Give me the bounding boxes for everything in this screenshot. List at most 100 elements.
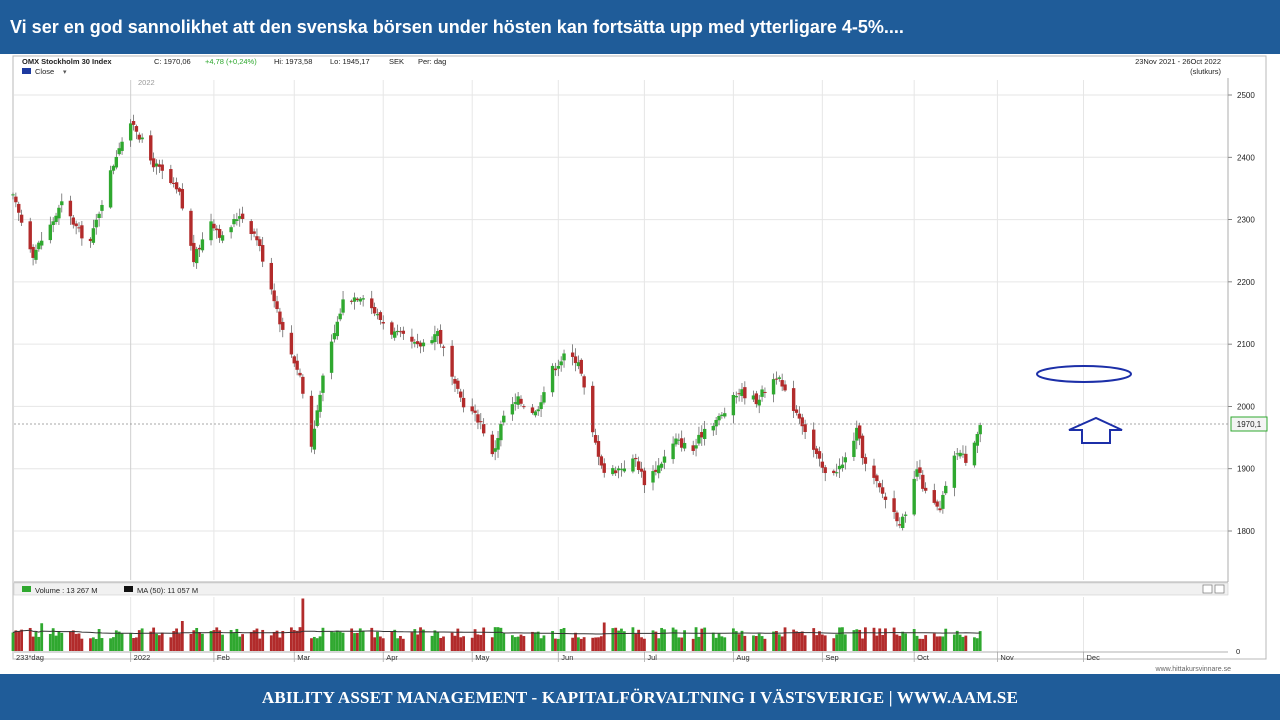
candle-body <box>390 322 394 335</box>
volume-bar <box>470 637 474 651</box>
candle-body <box>338 313 342 320</box>
volume-bar <box>338 631 342 651</box>
candle-body <box>573 356 578 364</box>
price-tick-label: 2500 <box>1237 91 1255 100</box>
volume-bar <box>510 635 514 651</box>
candle-body <box>579 359 583 374</box>
volume-bar <box>694 627 698 651</box>
candle-body <box>714 419 718 427</box>
candle-body <box>895 512 899 522</box>
volume-bar <box>361 630 365 651</box>
volume-bar <box>562 627 566 651</box>
volume-bar <box>442 636 445 651</box>
candle-body <box>229 227 233 233</box>
candle-body <box>556 365 560 369</box>
candle-body <box>111 165 116 171</box>
settings-icon[interactable] <box>1214 584 1225 594</box>
candle-body <box>938 508 942 511</box>
omx-chart: OMX Stockholm 30 Index C: 1970,06 +4,78 … <box>11 55 1268 673</box>
volume-bar <box>209 630 213 651</box>
volume-bar <box>594 637 598 651</box>
candle-body <box>631 458 635 472</box>
x-tick-label: Apr <box>386 653 398 662</box>
candle-body <box>137 134 141 140</box>
volume-bar <box>875 635 879 651</box>
volume-bar <box>519 634 523 651</box>
price-tick-label: 2300 <box>1237 216 1255 225</box>
volume-bar <box>832 638 836 651</box>
candle-body <box>212 223 216 229</box>
candle-body <box>19 214 24 223</box>
price-tick-label: 2100 <box>1237 340 1255 349</box>
candle-body <box>281 321 285 330</box>
x-tick-label: Jun <box>561 653 573 662</box>
volume-bar <box>89 638 92 651</box>
volume-bar <box>674 629 678 651</box>
candle-body <box>349 300 354 302</box>
candle-body <box>160 164 164 171</box>
volume-bar <box>456 628 460 651</box>
candle-body <box>639 468 644 472</box>
volume-bar <box>335 630 339 651</box>
volume-bar <box>401 638 405 651</box>
period-label: Per: dag <box>418 57 446 66</box>
volume-bar <box>602 622 606 651</box>
volume-bar <box>818 631 821 651</box>
volume-bar <box>149 631 153 651</box>
volume-bar <box>169 637 173 651</box>
volume-bar <box>258 638 262 651</box>
candle-body <box>398 331 403 333</box>
volume-bar <box>554 638 557 651</box>
volume-bar <box>135 637 138 651</box>
candle-body <box>797 413 802 419</box>
candle-body <box>553 368 558 371</box>
candle-body <box>11 194 15 196</box>
volume-bar <box>301 598 305 651</box>
volume-bar <box>77 633 81 651</box>
x-axis: 2022 Feb Mar Apr May Jun Jul Aug Sep Oct Nov Dec <box>14 581 1228 662</box>
volume-bar <box>743 635 747 651</box>
candle-body <box>375 314 380 316</box>
volume-bar <box>938 636 942 651</box>
chart-panel: OMX Stockholm 30 Index C: 1970,06 +4,78 … <box>0 54 1280 674</box>
candle-body <box>332 333 337 340</box>
candle-body <box>794 409 799 413</box>
volume-bar <box>212 630 216 651</box>
candle-body <box>855 427 859 441</box>
candle-body <box>149 135 153 161</box>
volume-bar <box>20 629 24 651</box>
candle-body <box>436 331 440 337</box>
price-tick-label: 2000 <box>1237 402 1255 411</box>
candle-body <box>516 396 520 405</box>
candle-body <box>172 182 176 184</box>
candle-body <box>292 356 296 364</box>
candle-body <box>651 471 655 483</box>
candle-body <box>154 163 159 167</box>
volume-bar <box>241 634 244 651</box>
volume-bar <box>318 636 322 651</box>
candle-body <box>275 301 279 310</box>
volume-bar <box>878 628 882 651</box>
candle-body <box>395 330 400 333</box>
volume-bar <box>37 636 41 651</box>
candle-body <box>71 217 75 225</box>
volume-bar <box>353 633 356 651</box>
candle-body <box>935 501 939 507</box>
volume-bar <box>671 627 675 651</box>
volume-bar <box>117 631 121 651</box>
close-legend-dropdown-icon[interactable]: ▾ <box>63 69 67 76</box>
candle-body <box>318 394 322 412</box>
zoom-icon[interactable] <box>1202 584 1213 594</box>
volume-bar <box>861 638 864 651</box>
volume-bar <box>459 637 463 651</box>
volume-bar <box>97 629 101 651</box>
candle-body <box>975 434 980 446</box>
candle-body <box>611 468 615 475</box>
volume-bar <box>321 627 325 651</box>
candle-body <box>341 299 345 313</box>
volume-bar <box>255 628 259 651</box>
volume-bars <box>11 598 982 651</box>
candle-body <box>952 455 957 488</box>
candle-body <box>37 242 41 250</box>
volume-bar <box>14 630 18 651</box>
